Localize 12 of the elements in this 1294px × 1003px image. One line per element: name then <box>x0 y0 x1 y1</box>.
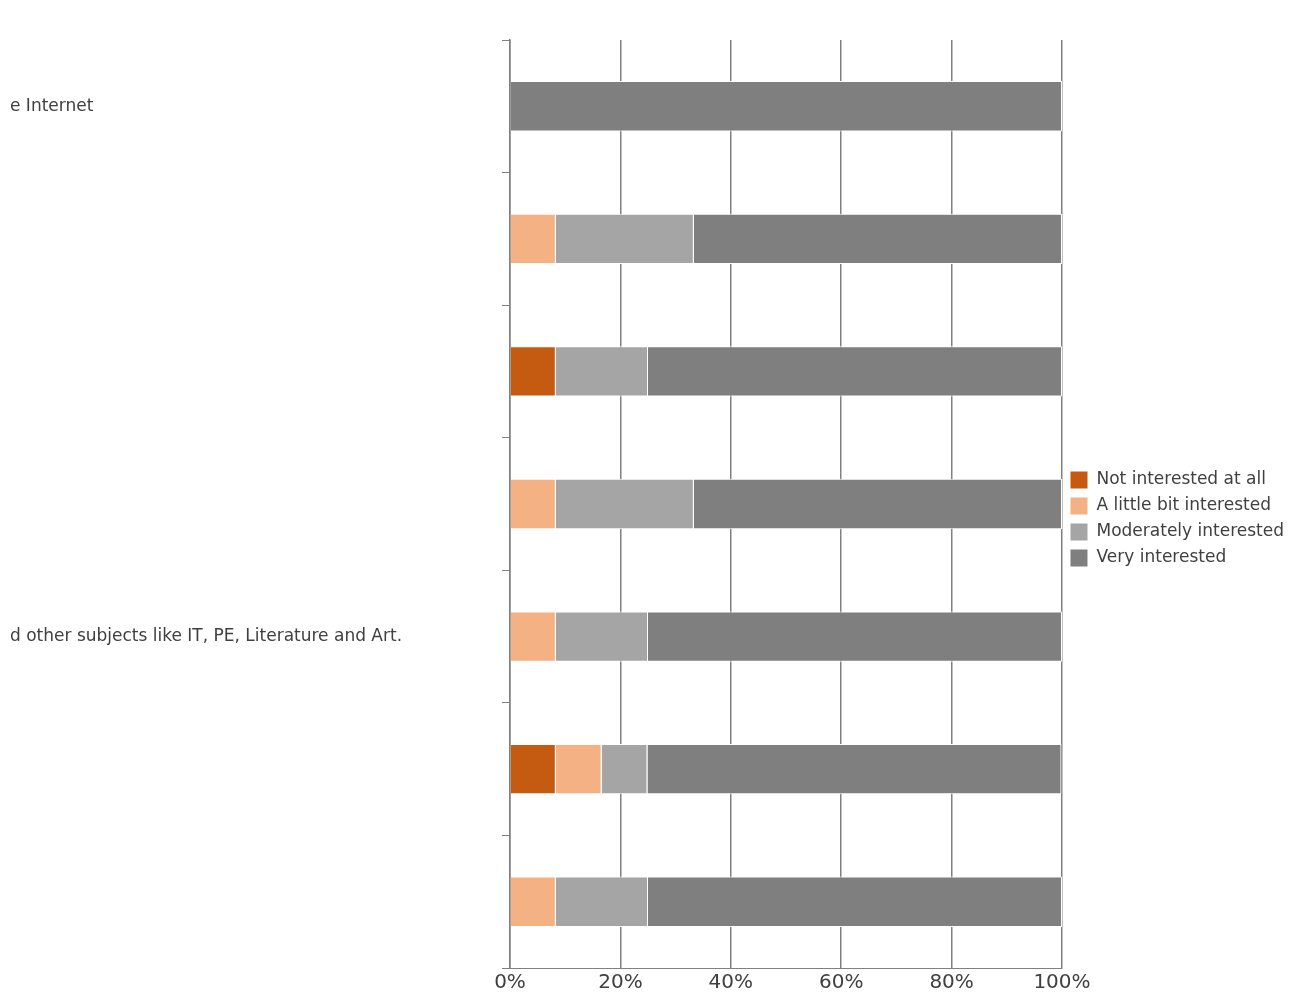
x-tick-label: 100% <box>1033 969 1091 994</box>
legend-label: Moderately interested <box>1096 520 1285 541</box>
x-tick-label: 0% <box>494 969 526 994</box>
y-tick-label: e Internet <box>10 94 94 115</box>
x-tick-label: 40% <box>708 969 754 994</box>
x-tick-label: 60% <box>818 969 864 994</box>
legend-label: Very interested <box>1096 546 1227 567</box>
x-tick-label: 20% <box>598 969 643 994</box>
legend-label: A little bit interested <box>1096 494 1271 515</box>
legend-label: Not interested at all <box>1096 468 1266 489</box>
x-tick-label: 80% <box>929 969 974 994</box>
y-tick-label: d other subjects like IT, PE, Literature and Art. <box>10 624 403 645</box>
